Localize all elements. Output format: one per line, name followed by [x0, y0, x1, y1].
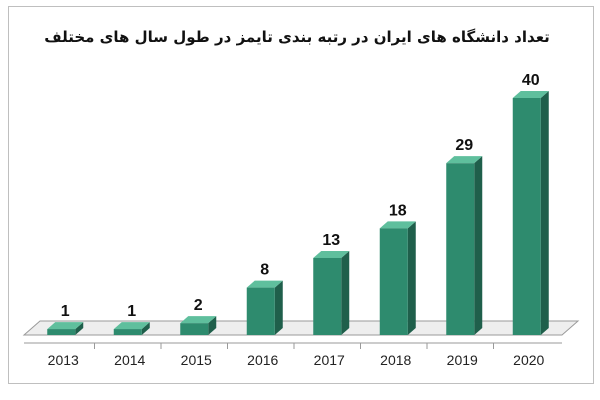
bar-front — [512, 98, 541, 335]
x-axis-ticks-group: 2013 2014 2015 2016 2017 2018 2019 2020 — [48, 343, 545, 368]
x-tick-label-2020: 2020 — [513, 352, 544, 368]
x-tick-label-2016: 2016 — [247, 352, 278, 368]
x-tick-label-2017: 2017 — [314, 352, 345, 368]
chart-floor-plane — [22, 320, 580, 336]
bar-top — [446, 156, 483, 164]
chart-floor — [22, 320, 580, 344]
bar-2013 — [47, 322, 84, 335]
bar-top — [113, 322, 150, 330]
bar-side — [274, 280, 283, 335]
bar-top — [313, 250, 350, 258]
x-tick-label-2019: 2019 — [447, 352, 478, 368]
bar-side — [474, 156, 483, 335]
bar-front — [180, 323, 209, 335]
value-label-2018: 18 — [389, 202, 407, 219]
bar-2015 — [180, 316, 217, 335]
bar-side — [341, 250, 350, 335]
bar-2014 — [113, 322, 150, 335]
bars-group — [47, 91, 549, 335]
bar-front — [446, 163, 475, 335]
bar-side — [75, 322, 84, 335]
value-label-2013: 1 — [61, 303, 70, 320]
bar-front — [113, 329, 142, 335]
value-labels-group: 1 1 2 8 13 18 29 40 — [61, 72, 540, 320]
bar-2018 — [379, 221, 416, 335]
x-tick-label-2014: 2014 — [114, 352, 145, 368]
bar-front — [246, 287, 275, 335]
bar-top — [379, 221, 416, 229]
bar-top — [246, 280, 283, 288]
bar-top — [47, 322, 84, 330]
x-tick-label-2018: 2018 — [380, 352, 411, 368]
x-tick-label-2015: 2015 — [181, 352, 212, 368]
bar-side — [141, 322, 150, 335]
bar-front — [313, 257, 342, 335]
bar-top — [180, 316, 217, 324]
bar-2019 — [446, 156, 483, 335]
bar-top — [512, 91, 549, 98]
value-label-2014: 1 — [127, 303, 136, 320]
x-tick-label-2013: 2013 — [48, 352, 79, 368]
chart-title: تعداد دانشگاه های ایران در رتبه بندی تای… — [44, 28, 550, 46]
bar-side — [407, 221, 416, 335]
value-label-2016: 8 — [260, 262, 269, 279]
bar-side — [208, 316, 217, 335]
value-label-2020: 40 — [522, 72, 540, 89]
bar-side — [540, 91, 549, 335]
value-label-2019: 29 — [455, 137, 473, 154]
bar-front — [47, 329, 76, 335]
value-label-2015: 2 — [194, 297, 203, 314]
bar-2020 — [512, 91, 549, 335]
bar-front — [379, 228, 408, 335]
bar-2017 — [313, 250, 350, 335]
value-label-2017: 13 — [322, 232, 340, 249]
bar-2016 — [246, 280, 283, 335]
